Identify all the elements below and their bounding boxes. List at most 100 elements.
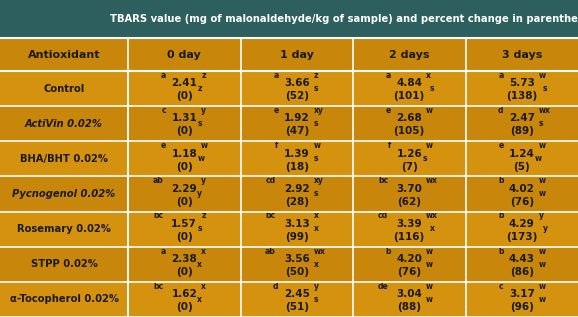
Text: f: f [275,141,279,150]
Text: ActiVin 0.02%: ActiVin 0.02% [25,119,103,129]
FancyBboxPatch shape [240,247,353,282]
Text: b: b [498,247,503,256]
Text: 1.62: 1.62 [171,289,197,299]
Text: w: w [539,141,546,150]
Text: s: s [314,189,318,198]
Text: (101): (101) [394,91,425,101]
Text: e: e [386,106,391,115]
Text: d: d [273,282,279,291]
Text: (89): (89) [510,126,533,136]
Text: b: b [498,211,503,220]
Text: s: s [197,224,202,233]
FancyBboxPatch shape [353,71,465,106]
FancyBboxPatch shape [353,38,465,71]
FancyBboxPatch shape [0,247,128,282]
Text: 4.20: 4.20 [397,254,422,264]
Text: z: z [201,71,206,80]
FancyBboxPatch shape [465,38,578,71]
Text: z: z [314,71,318,80]
Text: (138): (138) [506,91,538,101]
Text: w: w [539,189,546,198]
Text: s: s [197,119,202,128]
Text: (62): (62) [397,197,421,207]
Text: (52): (52) [285,91,309,101]
Text: 1.92: 1.92 [284,113,310,123]
FancyBboxPatch shape [465,71,578,106]
Text: (76): (76) [397,267,421,277]
Text: 3.04: 3.04 [397,289,422,299]
Text: 2.68: 2.68 [397,113,422,123]
Text: (88): (88) [397,302,421,312]
Text: 3.17: 3.17 [509,289,535,299]
Text: cd: cd [265,176,276,185]
Text: (173): (173) [506,232,538,242]
FancyBboxPatch shape [240,177,353,211]
Text: a: a [161,71,166,80]
FancyBboxPatch shape [0,106,128,141]
FancyBboxPatch shape [353,282,465,317]
Text: wx: wx [426,176,438,185]
Text: a: a [498,71,503,80]
FancyBboxPatch shape [0,0,128,38]
Text: d: d [498,106,503,115]
Text: 0 day: 0 day [168,49,201,60]
Text: a: a [273,71,279,80]
Text: (105): (105) [394,126,425,136]
Text: z: z [201,211,206,220]
Text: w: w [426,247,433,256]
FancyBboxPatch shape [128,0,578,38]
Text: y: y [314,282,318,291]
Text: s: s [539,119,543,128]
Text: wx: wx [426,211,438,220]
FancyBboxPatch shape [353,247,465,282]
Text: f: f [387,141,391,150]
Text: w: w [426,141,433,150]
Text: bc: bc [378,176,388,185]
Text: s: s [543,84,547,93]
Text: w: w [201,141,208,150]
FancyBboxPatch shape [353,177,465,211]
Text: x: x [314,260,318,268]
Text: 3.39: 3.39 [397,219,422,229]
Text: 1.24: 1.24 [509,149,535,158]
FancyBboxPatch shape [0,282,128,317]
Text: TBARS value (mg of malonaldehyde/kg of sample) and percent change in parentheses: TBARS value (mg of malonaldehyde/kg of s… [110,14,578,24]
Text: (28): (28) [285,197,309,207]
FancyBboxPatch shape [465,106,578,141]
Text: x: x [314,211,318,220]
Text: (76): (76) [510,197,534,207]
Text: α-Tocopherol 0.02%: α-Tocopherol 0.02% [9,294,118,304]
Text: w: w [197,154,204,163]
Text: y: y [539,211,544,220]
Text: Pycnogenol 0.02%: Pycnogenol 0.02% [12,189,116,199]
Text: w: w [426,282,433,291]
FancyBboxPatch shape [465,177,578,211]
Text: w: w [539,295,546,304]
Text: Control: Control [43,84,84,94]
Text: w: w [539,71,546,80]
FancyBboxPatch shape [465,211,578,247]
FancyBboxPatch shape [128,71,240,106]
Text: 2.41: 2.41 [171,78,197,88]
Text: (86): (86) [510,267,533,277]
Text: y: y [197,189,202,198]
Text: x: x [197,295,202,304]
FancyBboxPatch shape [353,106,465,141]
Text: (7): (7) [401,162,418,171]
Text: 4.02: 4.02 [509,184,535,194]
Text: x: x [201,247,206,256]
Text: wx: wx [539,106,551,115]
Text: 5.73: 5.73 [509,78,535,88]
Text: x: x [426,71,431,80]
Text: (0): (0) [176,91,192,101]
Text: e: e [273,106,279,115]
Text: s: s [430,84,435,93]
Text: c: c [499,282,503,291]
Text: (0): (0) [176,162,192,171]
Text: Antioxidant: Antioxidant [28,49,100,60]
Text: 4.29: 4.29 [509,219,535,229]
Text: (0): (0) [176,232,192,242]
Text: x: x [201,282,206,291]
Text: a: a [386,71,391,80]
Text: w: w [426,260,433,268]
